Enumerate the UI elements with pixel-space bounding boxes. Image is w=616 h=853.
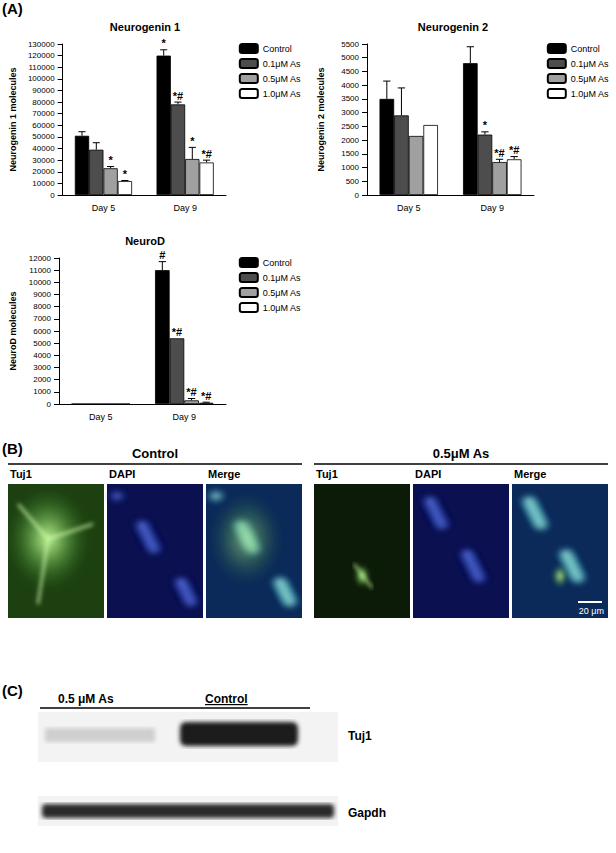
svg-text:NeuroD: NeuroD xyxy=(125,235,165,247)
svg-text:130000: 130000 xyxy=(28,40,55,49)
svg-text:Neurogenin 2 molecules: Neurogenin 2 molecules xyxy=(316,67,326,171)
svg-text:3500: 3500 xyxy=(341,94,359,103)
svg-text:0.5μM As: 0.5μM As xyxy=(263,288,301,298)
svg-text:Gapdh: Gapdh xyxy=(348,806,386,820)
html-text:(B): (B) xyxy=(2,440,23,457)
svg-text:Neurogenin 1: Neurogenin 1 xyxy=(110,21,180,33)
svg-text:2000: 2000 xyxy=(341,136,359,145)
svg-text:0.5 μM As: 0.5 μM As xyxy=(58,692,114,706)
svg-text:2500: 2500 xyxy=(341,122,359,131)
svg-text:4000: 4000 xyxy=(341,81,359,90)
svg-text:*#: *# xyxy=(201,390,211,402)
svg-text:12000: 12000 xyxy=(29,254,52,263)
svg-text:60000: 60000 xyxy=(32,121,55,130)
html-text:(A): (A) xyxy=(2,0,23,17)
svg-text:Tuj1: Tuj1 xyxy=(348,729,372,743)
svg-text:8000: 8000 xyxy=(33,302,51,311)
svg-text:Tuj1: Tuj1 xyxy=(316,468,338,480)
svg-text:2000: 2000 xyxy=(33,375,51,384)
svg-text:DAPI: DAPI xyxy=(415,468,441,480)
svg-text:Neurogenin 1 molecules: Neurogenin 1 molecules xyxy=(8,67,18,171)
svg-text:0.5μM As: 0.5μM As xyxy=(433,446,490,461)
svg-text:Neurogenin 2: Neurogenin 2 xyxy=(418,21,488,33)
svg-text:500: 500 xyxy=(346,177,360,186)
svg-text:0: 0 xyxy=(50,191,55,200)
svg-text:1.0μM As: 1.0μM As xyxy=(571,89,609,99)
svg-text:0.1μM As: 0.1μM As xyxy=(571,59,609,69)
svg-text:*: * xyxy=(190,135,195,147)
svg-text:Day 9: Day 9 xyxy=(172,412,196,422)
svg-text:80000: 80000 xyxy=(32,98,55,107)
svg-text:Control: Control xyxy=(205,692,248,706)
svg-text:0: 0 xyxy=(355,191,360,200)
svg-text:10000: 10000 xyxy=(29,278,52,287)
svg-text:Day 5: Day 5 xyxy=(89,412,113,422)
svg-text:70000: 70000 xyxy=(32,109,55,118)
svg-text:Day 9: Day 9 xyxy=(173,203,197,213)
svg-text:0.5μM As: 0.5μM As xyxy=(263,74,301,84)
svg-text:40000: 40000 xyxy=(32,144,55,153)
svg-text:30000: 30000 xyxy=(32,156,55,165)
svg-text:5500: 5500 xyxy=(341,40,359,49)
svg-text:#: # xyxy=(159,249,165,261)
svg-text:Control: Control xyxy=(263,258,292,268)
svg-text:3000: 3000 xyxy=(341,108,359,117)
svg-text:*#: *# xyxy=(201,148,211,160)
svg-text:*#: *# xyxy=(173,90,183,102)
svg-text:4500: 4500 xyxy=(341,67,359,76)
svg-text:*#: *# xyxy=(494,147,504,159)
svg-text:1.0μM As: 1.0μM As xyxy=(263,89,301,99)
svg-text:*: * xyxy=(123,168,128,180)
svg-text:100000: 100000 xyxy=(28,74,55,83)
svg-text:Control: Control xyxy=(132,446,178,461)
svg-text:1000: 1000 xyxy=(33,387,51,396)
svg-text:90000: 90000 xyxy=(32,86,55,95)
svg-text:0.1μM As: 0.1μM As xyxy=(263,273,301,283)
svg-text:110000: 110000 xyxy=(28,63,55,72)
svg-text:Control: Control xyxy=(571,44,600,54)
svg-text:Tuj1: Tuj1 xyxy=(10,468,32,480)
svg-text:*#: *# xyxy=(186,386,196,398)
svg-text:9000: 9000 xyxy=(33,290,51,299)
svg-text:NeuroD molecules: NeuroD molecules xyxy=(8,291,18,370)
svg-text:20 μm: 20 μm xyxy=(579,606,604,616)
svg-text:50000: 50000 xyxy=(32,132,55,141)
svg-text:Day 5: Day 5 xyxy=(92,203,116,213)
svg-text:4000: 4000 xyxy=(33,351,51,360)
svg-text:*: * xyxy=(108,154,113,166)
svg-text:5000: 5000 xyxy=(33,339,51,348)
svg-text:*#: *# xyxy=(172,326,182,338)
svg-text:10000: 10000 xyxy=(32,179,55,188)
svg-text:*#: *# xyxy=(509,144,519,156)
svg-text:20000: 20000 xyxy=(32,167,55,176)
svg-text:Control: Control xyxy=(263,44,292,54)
svg-text:11000: 11000 xyxy=(29,266,51,275)
svg-text:1500: 1500 xyxy=(341,149,359,158)
svg-text:120000: 120000 xyxy=(28,51,55,60)
svg-text:Merge: Merge xyxy=(514,468,546,480)
svg-text:1000: 1000 xyxy=(341,163,359,172)
svg-text:5000: 5000 xyxy=(341,53,359,62)
svg-text:6000: 6000 xyxy=(33,327,51,336)
html-text:(C): (C) xyxy=(2,682,23,699)
svg-text:3000: 3000 xyxy=(33,363,51,372)
svg-text:1.0μM As: 1.0μM As xyxy=(263,303,301,313)
svg-text:Merge: Merge xyxy=(208,468,240,480)
svg-text:Day 9: Day 9 xyxy=(480,203,504,213)
svg-text:0.1μM As: 0.1μM As xyxy=(263,59,301,69)
svg-text:7000: 7000 xyxy=(33,314,51,323)
svg-text:*: * xyxy=(483,119,488,131)
svg-text:DAPI: DAPI xyxy=(109,468,135,480)
svg-text:*: * xyxy=(162,37,167,49)
svg-text:Day 5: Day 5 xyxy=(397,203,421,213)
svg-text:0.5μM As: 0.5μM As xyxy=(571,74,609,84)
svg-text:0: 0 xyxy=(47,400,52,409)
